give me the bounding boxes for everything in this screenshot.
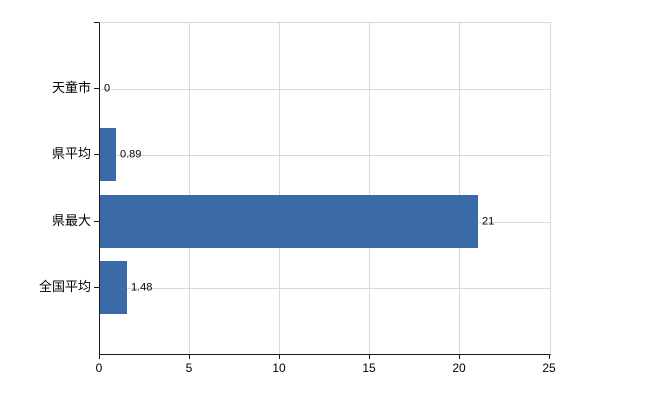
x-tick-label: 5	[185, 361, 193, 375]
x-axis-tick	[369, 354, 370, 359]
value-label: 21	[482, 215, 495, 228]
horizontal-gridline	[100, 288, 550, 289]
plot-area: 0 0.89 21 1.48	[99, 22, 551, 355]
vertical-gridline	[189, 23, 190, 354]
x-tick-label: 20	[452, 361, 466, 375]
vertical-gridline	[279, 23, 280, 354]
y-axis-tick	[94, 221, 99, 222]
value-label: 1.48	[131, 281, 153, 294]
y-axis-tick	[94, 287, 99, 288]
horizontal-gridline	[100, 155, 550, 156]
category-label: 県最大	[51, 213, 91, 229]
x-axis-tick	[459, 354, 460, 359]
horizontal-gridline	[100, 89, 550, 90]
x-axis-tick	[99, 354, 100, 359]
vertical-gridline	[369, 23, 370, 354]
value-label: 0.89	[120, 148, 142, 161]
bar	[100, 195, 478, 248]
x-tick-label: 15	[362, 361, 376, 375]
x-axis-tick	[549, 354, 550, 359]
x-axis-tick	[189, 354, 190, 359]
bar	[100, 261, 127, 314]
y-axis-tick	[94, 154, 99, 155]
category-label: 全国平均	[38, 279, 91, 295]
x-tick-label: 10	[272, 361, 286, 375]
category-label: 天童市	[51, 80, 91, 96]
value-label: 0	[104, 82, 111, 95]
x-tick-label: 0	[95, 361, 103, 375]
category-label: 県平均	[51, 146, 91, 162]
bar	[100, 128, 116, 181]
y-axis-tick	[94, 88, 99, 89]
vertical-gridline	[459, 23, 460, 354]
y-axis-end-tick	[94, 22, 99, 23]
x-tick-label: 25	[542, 361, 556, 375]
x-axis-tick	[279, 354, 280, 359]
